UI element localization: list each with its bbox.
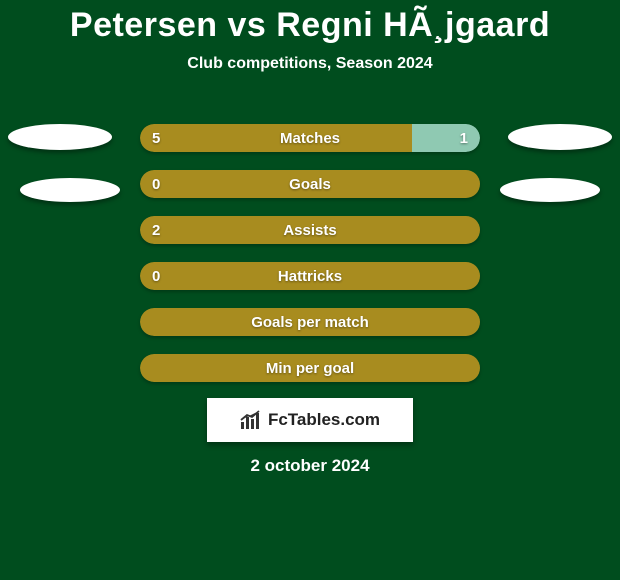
stat-row: Matches5 1 <box>140 124 480 152</box>
stat-value-right: 1 <box>460 124 468 152</box>
ellipse-left-bottom <box>20 178 120 202</box>
stat-label: Hattricks <box>140 262 480 290</box>
stat-label: Min per goal <box>140 354 480 382</box>
ellipse-right-bottom <box>500 178 600 202</box>
stat-row: Hattricks0 <box>140 262 480 290</box>
stat-label: Assists <box>140 216 480 244</box>
stat-label: Goals <box>140 170 480 198</box>
stat-row: Min per goal <box>140 354 480 382</box>
ellipse-left-top <box>8 124 112 150</box>
stat-label: Matches <box>140 124 480 152</box>
page-title: Petersen vs Regni HÃ¸jgaard <box>0 0 620 45</box>
stats-container: Matches51Goals0Assists2Hattricks0Goals p… <box>140 124 480 400</box>
stat-row: Goals per match <box>140 308 480 336</box>
ellipse-right-top <box>508 124 612 150</box>
stat-row: Goals0 <box>140 170 480 198</box>
subtitle: Club competitions, Season 2024 <box>0 55 620 73</box>
bar-chart-icon <box>240 410 262 430</box>
badge-text: FcTables.com <box>268 410 380 430</box>
stat-value-left: 0 <box>152 262 160 290</box>
badge: FcTables.com <box>207 398 413 442</box>
stat-value-left: 0 <box>152 170 160 198</box>
stat-label: Goals per match <box>140 308 480 336</box>
stat-value-left: 5 <box>152 124 160 152</box>
stat-value-left: 2 <box>152 216 160 244</box>
date-text: 2 october 2024 <box>0 456 620 476</box>
stat-row: Assists2 <box>140 216 480 244</box>
